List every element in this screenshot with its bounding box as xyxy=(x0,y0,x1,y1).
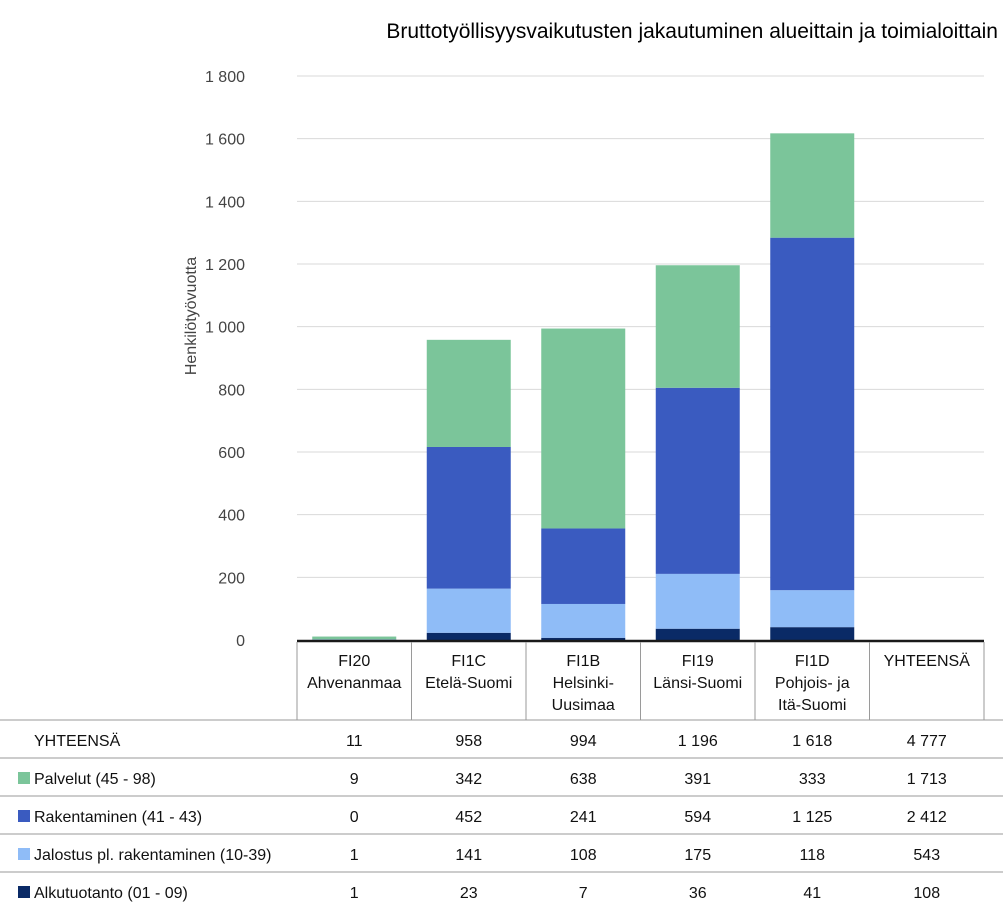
row-label: Palvelut (45 - 98) xyxy=(34,771,156,788)
table-cell: 958 xyxy=(455,733,482,750)
bar-segment xyxy=(655,387,740,574)
bar-segment xyxy=(541,603,626,638)
category-label: FI1D Pohjois- ja Itä-Suomi xyxy=(775,653,850,714)
table-cell: 452 xyxy=(455,809,482,826)
table-cell: 175 xyxy=(684,847,711,864)
table-cell: 9 xyxy=(350,771,359,788)
table-cell: 4 777 xyxy=(907,733,947,750)
row-label: Alkutuotanto (01 - 09) xyxy=(34,885,188,902)
bar-segment xyxy=(770,237,855,591)
table-cell: 36 xyxy=(689,885,707,902)
y-axis-label: Henkilötyövuotta xyxy=(183,257,200,375)
legend-swatch xyxy=(18,886,30,898)
category-label: YHTEENSÄ xyxy=(884,652,971,670)
table-cell: 108 xyxy=(570,847,597,864)
table-cell: 994 xyxy=(570,733,597,750)
category-label: FI1B Helsinki-Uusimaa xyxy=(552,653,615,714)
category-labels: FI20 Ahvenanmaa FI1C Etelä-Suomi FI1B Helsink… xyxy=(307,652,970,714)
bar-segment xyxy=(655,265,740,388)
table-cell: 638 xyxy=(570,771,597,788)
table-cell: 41 xyxy=(803,885,821,902)
bar-segment xyxy=(426,588,511,633)
table-cell: 1 196 xyxy=(678,733,718,750)
table-cell: 1 xyxy=(350,885,359,902)
y-tick-label: 1 600 xyxy=(205,132,245,149)
table-cell: 23 xyxy=(460,885,478,902)
chart-title: Bruttotyöllisyysvaikutusten jakautuminen… xyxy=(386,20,998,43)
table-cell: 108 xyxy=(913,885,940,902)
bar-segment xyxy=(312,636,397,640)
bar-segment xyxy=(770,627,855,640)
table-cell: 342 xyxy=(455,771,482,788)
gridlines xyxy=(297,75,984,578)
row-label: YHTEENSÄ xyxy=(34,732,121,750)
table-cell: 594 xyxy=(684,809,711,826)
bar-segment xyxy=(541,328,626,529)
bar-segment xyxy=(426,632,511,640)
table-cell: 333 xyxy=(799,771,826,788)
y-tick-label: 600 xyxy=(218,445,245,462)
table-cell: 1 xyxy=(350,847,359,864)
bar-segment xyxy=(541,528,626,604)
row-label: Rakentaminen (41 - 43) xyxy=(34,809,202,826)
y-tick-label: 0 xyxy=(236,633,245,650)
y-tick-label: 200 xyxy=(218,570,245,587)
legend-swatch xyxy=(18,810,30,822)
table-cell: 543 xyxy=(913,847,940,864)
table-cell: 241 xyxy=(570,809,597,826)
bar-segment xyxy=(426,446,511,589)
y-tick-label: 400 xyxy=(218,508,245,525)
y-tick-label: 1 400 xyxy=(205,194,245,211)
y-axis-ticks: 0 200 400 600 800 1 000 1 200 1 400 1 600 1 800 xyxy=(205,69,245,650)
bar-segment xyxy=(541,637,626,640)
y-tick-label: 1 800 xyxy=(205,69,245,86)
data-table: YHTEENSÄ 11 958 994 1 196 1 618 4 777Palvelut … xyxy=(0,719,1003,902)
y-tick-label: 800 xyxy=(218,382,245,399)
table-cell: 118 xyxy=(799,847,825,864)
y-tick-label: 1 000 xyxy=(205,320,245,337)
category-label: FI19 Länsi-Suomi xyxy=(653,653,742,692)
x-axis xyxy=(296,639,985,720)
table-cell: 141 xyxy=(455,847,482,864)
bar-segment xyxy=(312,639,397,640)
legend-swatch xyxy=(18,772,30,784)
table-cell: 0 xyxy=(350,809,359,826)
y-tick-label: 1 200 xyxy=(205,257,245,274)
category-label: FI20 Ahvenanmaa xyxy=(307,653,401,692)
table-cell: 1 125 xyxy=(792,809,832,826)
bar-segment xyxy=(655,628,740,640)
bar-segment xyxy=(655,573,740,629)
table-cell: 1 618 xyxy=(792,733,832,750)
table-cell: 7 xyxy=(579,885,588,902)
row-label: Jalostus pl. rakentaminen (10-39) xyxy=(34,847,271,864)
bar-segment xyxy=(770,133,855,238)
bars xyxy=(312,133,855,641)
table-cell: 391 xyxy=(684,771,711,788)
table-cell: 2 412 xyxy=(907,809,947,826)
table-cell: 1 713 xyxy=(907,771,947,788)
bar-segment xyxy=(426,339,511,447)
table-cell: 11 xyxy=(346,733,363,750)
legend-swatch xyxy=(18,848,30,860)
bar-segment xyxy=(770,590,855,628)
category-label: FI1C Etelä-Suomi xyxy=(425,653,512,692)
